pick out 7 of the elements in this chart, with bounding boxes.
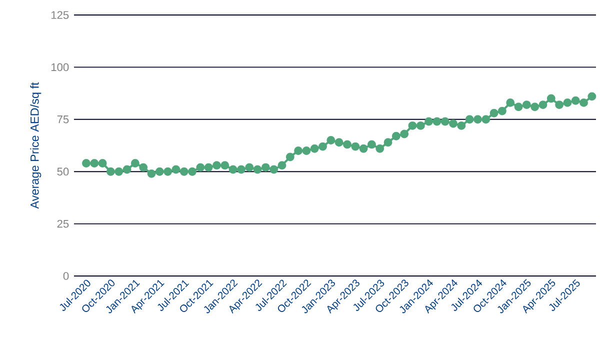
y-tick-label: 25: [57, 220, 69, 228]
y-tick-label: 0: [63, 272, 69, 280]
y-tick-label: 75: [57, 116, 69, 124]
y-tick-label: 50: [57, 168, 69, 176]
y-tick-label: 125: [51, 11, 69, 19]
y-tick-label: 100: [51, 63, 69, 72]
y-axis-title: Average Price AED/sq ft: [30, 82, 42, 209]
